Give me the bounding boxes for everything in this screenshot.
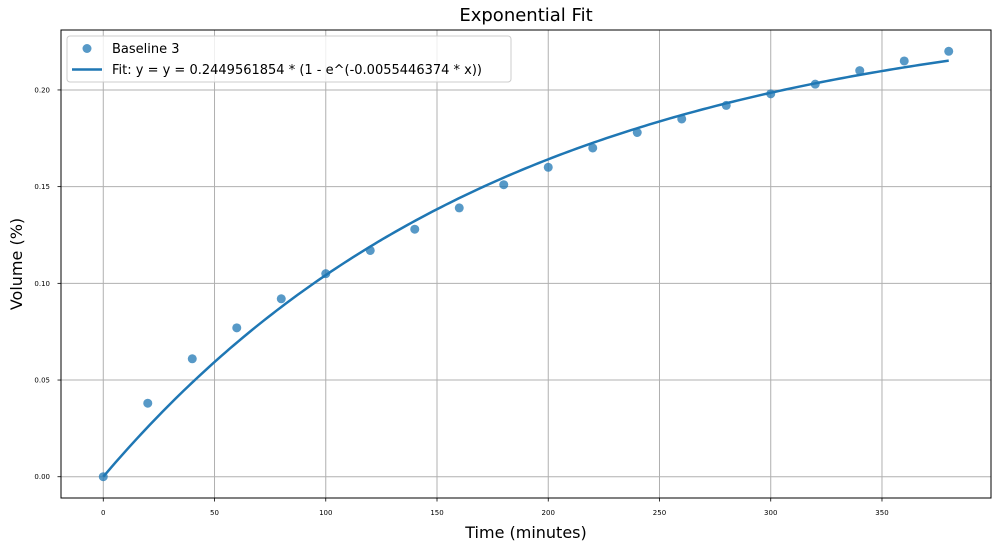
fit-curve: [102, 59, 949, 478]
y-tick-label: 0.20: [34, 86, 50, 94]
x-tick-label: 350: [875, 509, 888, 517]
y-tick-label: 0.05: [34, 377, 50, 385]
x-tick-label: 150: [430, 509, 443, 517]
data-point: [810, 79, 820, 89]
y-axis-title: Volume (%): [7, 218, 26, 310]
data-point: [944, 46, 954, 56]
data-point: [721, 100, 731, 110]
x-tick-label: 200: [542, 509, 555, 517]
data-point: [98, 472, 108, 482]
x-tick-label: 300: [764, 509, 777, 517]
legend-box: [66, 35, 512, 83]
y-tick-label: 0.15: [34, 183, 50, 191]
legend: Baseline 3 Fit: y = y = 0.2449561854 * (…: [66, 35, 512, 83]
legend-label-baseline-3: Baseline 3: [112, 42, 180, 57]
x-tick-label: 50: [210, 509, 219, 517]
chart-title: Exponential Fit: [459, 5, 592, 26]
data-point: [766, 89, 776, 99]
data-point: [454, 203, 464, 213]
fit-line-series: [102, 59, 949, 478]
data-point: [365, 245, 375, 255]
data-point: [187, 354, 197, 364]
data-point: [543, 162, 553, 172]
legend-scatter-marker: [82, 44, 92, 53]
x-axis-ticks: 0 50 100 150 200 250 300 350: [101, 498, 889, 517]
x-tick-label: 250: [653, 509, 666, 517]
data-point: [410, 224, 420, 234]
y-axis-ticks: 0.00 0.05 0.10 0.15 0.20: [34, 86, 61, 481]
scatter-series: [98, 46, 954, 482]
data-point: [855, 66, 865, 76]
data-point: [588, 143, 598, 153]
data-point: [677, 114, 687, 124]
data-point: [143, 398, 153, 408]
y-tick-label: 0.00: [34, 473, 50, 481]
data-point: [232, 323, 242, 333]
y-tick-label: 0.10: [34, 280, 50, 288]
data-point: [632, 127, 642, 137]
grid-lines: [61, 30, 991, 498]
x-tick-label: 0: [101, 509, 105, 517]
plot-area-frame: [60, 29, 992, 499]
legend-label-fit: Fit: y = y = 0.2449561854 * (1 - e^(-0.0…: [112, 63, 482, 78]
data-point: [276, 294, 286, 304]
data-point: [499, 180, 509, 190]
data-point: [321, 269, 331, 279]
x-tick-label: 100: [319, 509, 332, 517]
data-point: [899, 56, 909, 66]
x-axis-title: Time (minutes): [464, 523, 587, 542]
